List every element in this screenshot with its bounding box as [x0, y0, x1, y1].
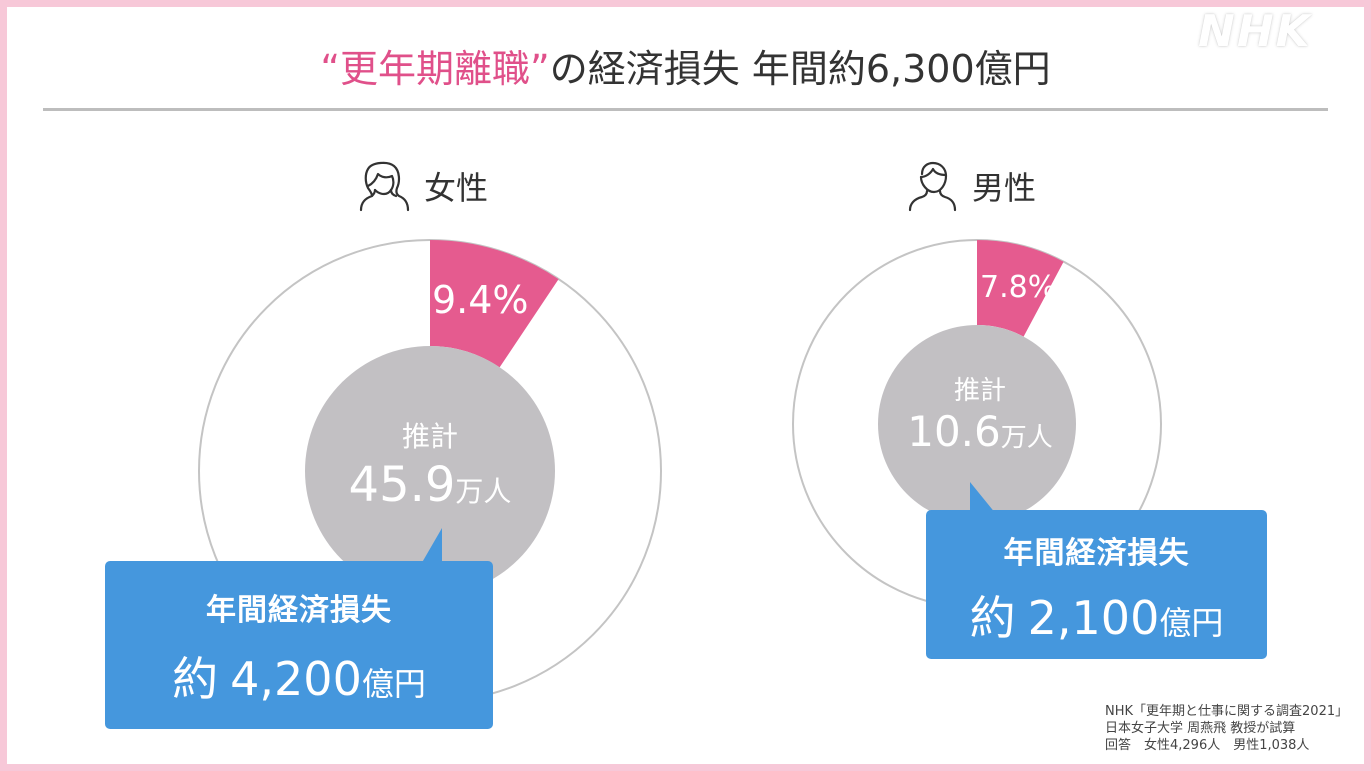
source-line-3: 回答 女性4,296人 男性1,038人 [1105, 738, 1310, 753]
female-callout-head: 年間経済損失 [206, 593, 392, 628]
source-line-2: 日本女子大学 周燕飛 教授が試算 [1105, 721, 1296, 736]
male-callout-value: 2,100 [1027, 591, 1160, 645]
male-label: 男性 [906, 160, 1036, 212]
male-estimate-unit: 万人 [1000, 423, 1053, 453]
title-highlight: “更年期離職” [320, 47, 550, 91]
female-callout-prefix: 約 [172, 652, 219, 706]
female-inner-circle [305, 346, 555, 596]
title-text: の経済損失 年間約6,300億円 [549, 47, 1051, 91]
female-label: 女性 [358, 160, 488, 212]
female-callout-value: 4,200 [230, 652, 362, 706]
male-wedge [977, 240, 1064, 337]
male-estimate-label: 推計 [953, 376, 1006, 406]
male-label-text: 男性 [972, 169, 1037, 207]
female-estimate-value: 45.9 [348, 457, 456, 513]
female-label-text: 女性 [424, 169, 489, 207]
male-estimate-value: 10.6 [907, 407, 1001, 456]
female-percent: 9.4% [432, 278, 529, 322]
male-inner-circle [878, 325, 1076, 523]
male-callout-prefix: 約 [969, 591, 1016, 645]
man-icon [906, 160, 958, 212]
page-title: “更年期離職”の経済損失 年間約6,300億円 [0, 38, 1371, 93]
nhk-logo: NHK [1198, 6, 1312, 57]
female-estimate: 推計 45.9万人 [330, 415, 530, 513]
male-callout: 年間経済損失 約 2,100億円 [926, 510, 1267, 659]
female-callout-unit: 億円 [361, 665, 426, 703]
male-callout-head: 年間経済損失 [1003, 536, 1190, 571]
female-estimate-unit: 万人 [455, 475, 512, 508]
male-callout-unit: 億円 [1159, 604, 1224, 642]
source-line-1: NHK「更年期と仕事に関する調査2021」 [1105, 704, 1349, 719]
female-wedge [430, 240, 559, 368]
title-divider [43, 108, 1328, 111]
male-callout-pointer [970, 482, 996, 514]
source-note: NHK「更年期と仕事に関する調査2021」 日本女子大学 周燕飛 教授が試算 回答 … [1105, 703, 1348, 754]
male-estimate: 推計 10.6万人 [880, 370, 1080, 456]
female-estimate-label: 推計 [401, 420, 458, 453]
woman-icon [358, 160, 410, 212]
female-callout-pointer [420, 528, 442, 566]
male-percent: 7.8% [980, 270, 1057, 305]
female-callout: 年間経済損失 約 4,200億円 [105, 561, 493, 729]
